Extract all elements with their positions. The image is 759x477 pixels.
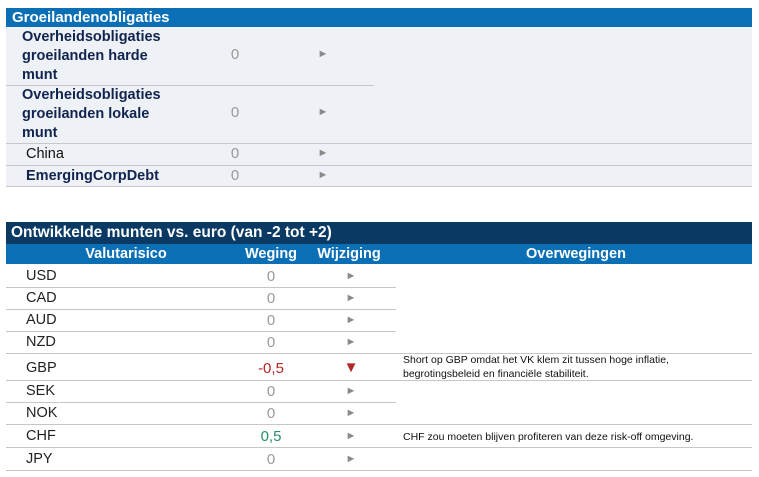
change-arrow-icon: ► bbox=[317, 48, 329, 60]
currency-usd: USD bbox=[26, 268, 57, 284]
weight-value: 0 bbox=[266, 290, 276, 307]
weight-value: 0 bbox=[230, 46, 240, 63]
consideration-note: Short op GBP omdat het VK klem zit tusse… bbox=[403, 353, 669, 381]
row-divider bbox=[6, 85, 374, 86]
down-arrow-icon: ▼ bbox=[343, 359, 359, 376]
weight-value: 0 bbox=[230, 104, 240, 121]
label-line: groeilanden harde bbox=[22, 48, 148, 64]
row-divider bbox=[6, 353, 752, 354]
emerging-bonds-panel bbox=[6, 27, 752, 186]
label-line: munt bbox=[22, 67, 58, 83]
weight-value-positive: 0,5 bbox=[260, 428, 282, 445]
row-divider bbox=[6, 309, 396, 310]
row-divider bbox=[6, 424, 752, 425]
change-arrow-icon: ► bbox=[345, 336, 357, 348]
change-arrow-icon: ► bbox=[345, 385, 357, 397]
weight-value-negative: -0,5 bbox=[258, 360, 284, 377]
weight-value: 0 bbox=[230, 145, 240, 162]
weight-value: 0 bbox=[266, 451, 276, 468]
weight-value: 0 bbox=[266, 268, 276, 285]
row-divider bbox=[6, 331, 396, 332]
change-arrow-icon: ► bbox=[345, 292, 357, 304]
row-divider bbox=[6, 380, 752, 381]
currency-nzd: NZD bbox=[26, 334, 56, 350]
col-header-weight: Weging bbox=[244, 246, 298, 262]
currency-gbp: GBP bbox=[26, 360, 57, 376]
row-label-local-currency: Overheidsobligaties groeilanden lokale m… bbox=[22, 86, 161, 143]
consideration-note: CHF zou moeten blijven profiteren van de… bbox=[403, 431, 694, 443]
weight-value: 0 bbox=[230, 167, 240, 184]
change-arrow-icon: ► bbox=[345, 270, 357, 282]
change-arrow-icon: ► bbox=[345, 407, 357, 419]
change-arrow-icon: ► bbox=[345, 453, 357, 465]
currency-cad: CAD bbox=[26, 290, 57, 306]
weight-value: 0 bbox=[266, 405, 276, 422]
row-divider bbox=[6, 186, 752, 187]
note-line: Short op GBP omdat het VK klem zit tusse… bbox=[403, 354, 669, 366]
currency-sek: SEK bbox=[26, 383, 56, 399]
weight-value: 0 bbox=[266, 334, 276, 351]
row-label-emerging-corp-debt: EmergingCorpDebt bbox=[26, 168, 159, 184]
row-divider bbox=[6, 287, 396, 288]
change-arrow-icon: ► bbox=[317, 147, 329, 159]
section-header-emerging-bonds: Groeilandenobligaties bbox=[6, 8, 752, 27]
weight-value: 0 bbox=[266, 312, 276, 329]
label-line: Overheidsobligaties bbox=[22, 87, 161, 103]
row-divider bbox=[6, 447, 752, 448]
change-arrow-icon: ► bbox=[317, 106, 329, 118]
currency-chf: CHF bbox=[26, 428, 56, 444]
section-header-developed-currencies: Ontwikkelde munten vs. euro (van -2 tot … bbox=[6, 222, 752, 244]
currency-nok: NOK bbox=[26, 405, 58, 421]
currency-aud: AUD bbox=[26, 312, 57, 328]
currency-jpy: JPY bbox=[26, 451, 53, 467]
label-line: munt bbox=[22, 125, 58, 141]
label-line: Overheidsobligaties bbox=[22, 29, 161, 45]
change-arrow-icon: ► bbox=[345, 430, 357, 442]
col-header-considerations: Overwegingen bbox=[526, 246, 626, 262]
change-arrow-icon: ► bbox=[317, 169, 329, 181]
weight-value: 0 bbox=[266, 383, 276, 400]
row-label-china: China bbox=[26, 146, 64, 162]
change-arrow-icon: ► bbox=[345, 314, 357, 326]
row-label-hard-currency: Overheidsobligaties groeilanden harde mu… bbox=[22, 28, 161, 85]
note-line: begrotingsbeleid en financiële stabilite… bbox=[403, 368, 589, 380]
col-header-currency-risk: Valutarisico bbox=[85, 246, 167, 262]
row-divider bbox=[6, 470, 752, 471]
row-divider bbox=[6, 143, 752, 144]
table-header: Valutarisico Weging Wijziging Overweging… bbox=[6, 244, 752, 264]
row-divider bbox=[6, 402, 396, 403]
label-line: groeilanden lokale bbox=[22, 106, 150, 122]
row-divider bbox=[6, 165, 752, 166]
col-header-change: Wijziging bbox=[317, 246, 381, 262]
